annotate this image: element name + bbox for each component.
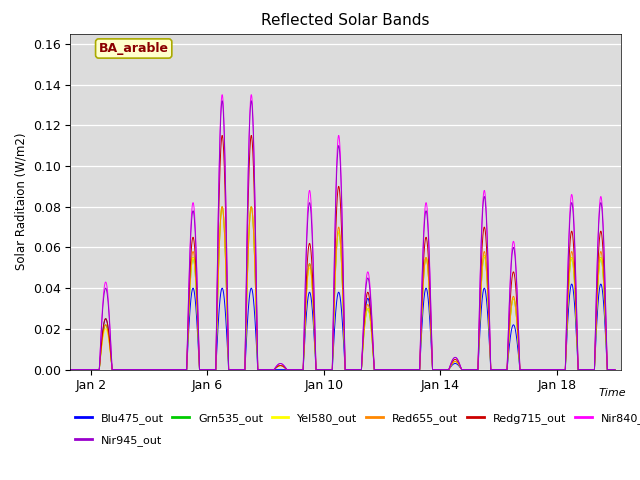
Nir840_out [556,367,563,372]
Red655_out [189,249,196,254]
Line: Grn535_out: Grn535_out [61,207,615,370]
Yel580_out [324,367,332,372]
Nir840_out [58,367,65,372]
Nir945_out [556,367,563,372]
Redg715_out [233,367,241,372]
Nir945_out [189,208,196,214]
Grn535_out [189,255,196,261]
Red655_out [556,367,563,372]
Yel580_out [189,255,196,261]
Red655_out [58,367,65,372]
Blu475_out [324,367,332,372]
Line: Nir945_out: Nir945_out [61,101,615,370]
Grn535_out [319,367,327,372]
Red655_out [324,367,332,372]
Line: Redg715_out: Redg715_out [61,135,615,370]
Red655_out [218,204,226,210]
Line: Red655_out: Red655_out [61,207,615,370]
Redg715_out [324,367,332,372]
Yel580_out [233,367,241,372]
Red655_out [207,367,215,372]
Text: Time: Time [598,388,627,398]
Red655_out [319,367,327,372]
Red655_out [611,367,619,372]
Nir840_out [324,367,332,372]
Nir840_out [207,367,215,372]
Grn535_out [233,367,241,372]
Title: Reflected Solar Bands: Reflected Solar Bands [261,13,430,28]
Yel580_out [319,367,327,372]
Nir945_out [207,367,215,372]
Y-axis label: Solar Raditaion (W/m2): Solar Raditaion (W/m2) [14,133,27,270]
Nir945_out [319,367,327,372]
Nir840_out [218,92,226,97]
Nir840_out [319,367,327,372]
Nir840_out [233,367,241,372]
Blu475_out [233,367,241,372]
Yel580_out [207,367,215,372]
Grn535_out [556,367,563,372]
Nir840_out [611,367,619,372]
Blu475_out [58,367,65,372]
Blu475_out [568,281,575,287]
Redg715_out [58,367,65,372]
Line: Nir840_out: Nir840_out [61,95,615,370]
Redg715_out [189,235,196,240]
Blu475_out [207,367,215,372]
Redg715_out [611,367,619,372]
Nir945_out [218,98,226,104]
Nir840_out [189,200,196,206]
Yel580_out [611,367,619,372]
Line: Yel580_out: Yel580_out [61,207,615,370]
Legend: Nir945_out: Nir945_out [70,431,166,450]
Red655_out [233,367,241,372]
Redg715_out [319,367,327,372]
Yel580_out [58,367,65,372]
Blu475_out [189,286,196,291]
Yel580_out [556,367,563,372]
Yel580_out [218,204,226,210]
Nir945_out [58,367,65,372]
Nir945_out [611,367,619,372]
Grn535_out [611,367,619,372]
Grn535_out [218,204,226,210]
Redg715_out [218,132,226,138]
Blu475_out [611,367,619,372]
Text: BA_arable: BA_arable [99,42,169,55]
Blu475_out [319,367,327,372]
Redg715_out [207,367,215,372]
Grn535_out [207,367,215,372]
Grn535_out [324,367,332,372]
Line: Blu475_out: Blu475_out [61,284,615,370]
Blu475_out [556,367,563,372]
Nir945_out [233,367,241,372]
Grn535_out [58,367,65,372]
Nir945_out [324,367,332,372]
Redg715_out [556,367,563,372]
